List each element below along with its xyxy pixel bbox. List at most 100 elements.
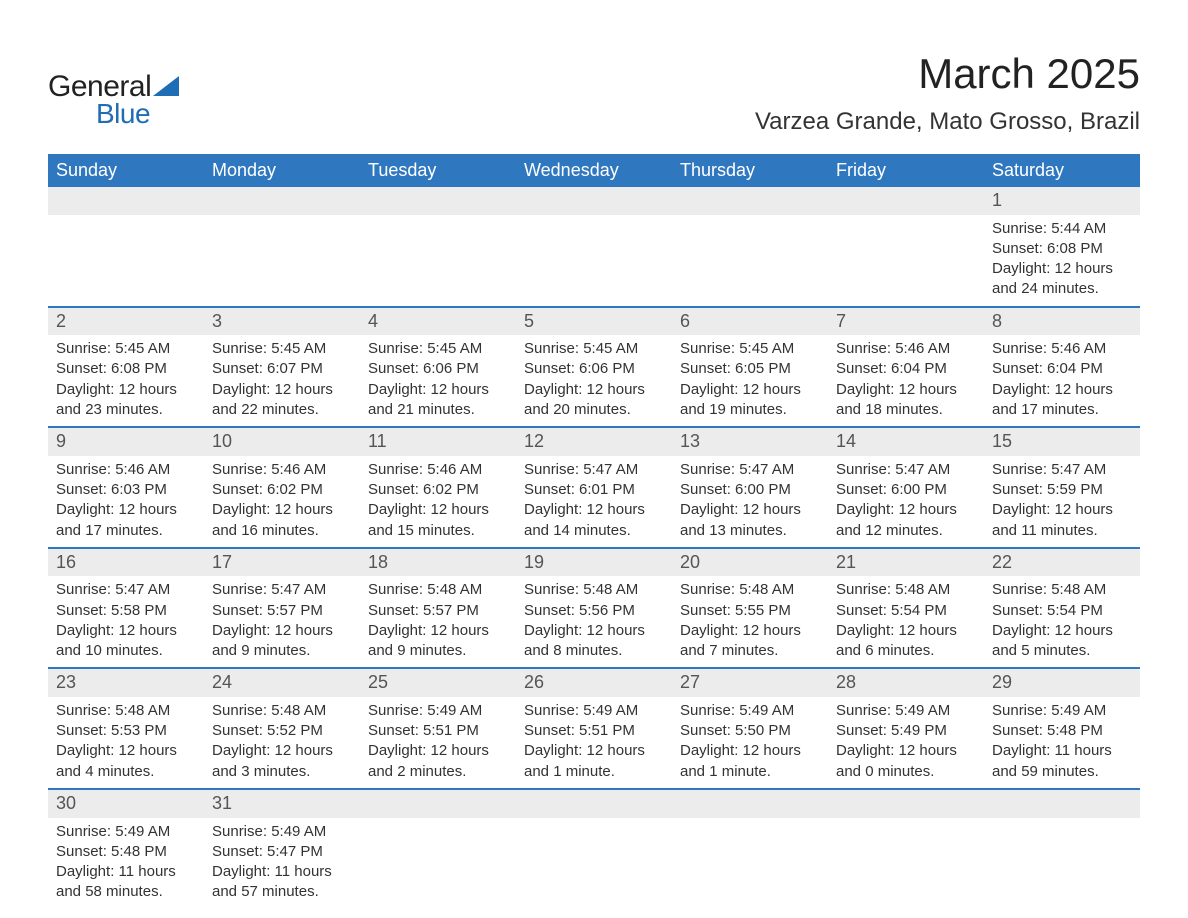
- calendar-cell: 10Sunrise: 5:46 AMSunset: 6:02 PMDayligh…: [204, 427, 360, 548]
- calendar-cell: 25Sunrise: 5:49 AMSunset: 5:51 PMDayligh…: [360, 668, 516, 789]
- daylight-text: Daylight: 11 hours and 59 minutes.: [992, 741, 1132, 782]
- daylight-text: Daylight: 12 hours and 8 minutes.: [524, 621, 664, 662]
- day-of-week-header-row: Sunday Monday Tuesday Wednesday Thursday…: [48, 154, 1140, 187]
- sunrise-text: Sunrise: 5:44 AM: [992, 219, 1132, 239]
- day-number: [828, 187, 984, 215]
- day-details: Sunrise: 5:46 AMSunset: 6:04 PMDaylight:…: [984, 335, 1140, 426]
- day-number: 28: [828, 669, 984, 697]
- calendar-cell: 31Sunrise: 5:49 AMSunset: 5:47 PMDayligh…: [204, 789, 360, 909]
- sunset-text: Sunset: 5:59 PM: [992, 480, 1132, 500]
- sunset-text: Sunset: 6:00 PM: [680, 480, 820, 500]
- day-number: 29: [984, 669, 1140, 697]
- day-number: 8: [984, 308, 1140, 336]
- sunrise-text: Sunrise: 5:46 AM: [836, 339, 976, 359]
- calendar-cell: 30Sunrise: 5:49 AMSunset: 5:48 PMDayligh…: [48, 789, 204, 909]
- daylight-text: Daylight: 12 hours and 12 minutes.: [836, 500, 976, 541]
- calendar-cell: [828, 187, 984, 307]
- day-number: [360, 187, 516, 215]
- day-details: Sunrise: 5:45 AMSunset: 6:06 PMDaylight:…: [516, 335, 672, 426]
- sunset-text: Sunset: 6:05 PM: [680, 359, 820, 379]
- sunrise-text: Sunrise: 5:49 AM: [680, 701, 820, 721]
- sunrise-text: Sunrise: 5:45 AM: [368, 339, 508, 359]
- sunrise-text: Sunrise: 5:49 AM: [56, 822, 196, 842]
- calendar-cell: [672, 187, 828, 307]
- daylight-text: Daylight: 12 hours and 7 minutes.: [680, 621, 820, 662]
- day-details: Sunrise: 5:49 AMSunset: 5:47 PMDaylight:…: [204, 818, 360, 909]
- daylight-text: Daylight: 11 hours and 58 minutes.: [56, 862, 196, 903]
- day-number: 9: [48, 428, 204, 456]
- day-number: 14: [828, 428, 984, 456]
- sunset-text: Sunset: 5:53 PM: [56, 721, 196, 741]
- day-details: Sunrise: 5:49 AMSunset: 5:51 PMDaylight:…: [516, 697, 672, 788]
- calendar-cell: 21Sunrise: 5:48 AMSunset: 5:54 PMDayligh…: [828, 548, 984, 669]
- sunset-text: Sunset: 5:51 PM: [524, 721, 664, 741]
- daylight-text: Daylight: 12 hours and 24 minutes.: [992, 259, 1132, 300]
- dow-sunday: Sunday: [48, 154, 204, 187]
- sunrise-text: Sunrise: 5:49 AM: [368, 701, 508, 721]
- logo-triangle-icon: [153, 76, 179, 101]
- sunset-text: Sunset: 5:57 PM: [368, 601, 508, 621]
- daylight-text: Daylight: 12 hours and 9 minutes.: [368, 621, 508, 662]
- day-details: Sunrise: 5:47 AMSunset: 5:57 PMDaylight:…: [204, 576, 360, 667]
- daylight-text: Daylight: 12 hours and 18 minutes.: [836, 380, 976, 421]
- calendar-cell: 20Sunrise: 5:48 AMSunset: 5:55 PMDayligh…: [672, 548, 828, 669]
- sunset-text: Sunset: 6:08 PM: [56, 359, 196, 379]
- sunrise-text: Sunrise: 5:48 AM: [212, 701, 352, 721]
- day-details: Sunrise: 5:47 AMSunset: 5:58 PMDaylight:…: [48, 576, 204, 667]
- calendar-cell: 8Sunrise: 5:46 AMSunset: 6:04 PMDaylight…: [984, 307, 1140, 428]
- daylight-text: Daylight: 12 hours and 13 minutes.: [680, 500, 820, 541]
- sunrise-text: Sunrise: 5:46 AM: [56, 460, 196, 480]
- day-number: 30: [48, 790, 204, 818]
- sunset-text: Sunset: 6:04 PM: [992, 359, 1132, 379]
- sunrise-text: Sunrise: 5:45 AM: [524, 339, 664, 359]
- day-number: 2: [48, 308, 204, 336]
- sunset-text: Sunset: 5:52 PM: [212, 721, 352, 741]
- sunset-text: Sunset: 5:48 PM: [56, 842, 196, 862]
- day-details: Sunrise: 5:49 AMSunset: 5:48 PMDaylight:…: [48, 818, 204, 909]
- calendar-cell: 17Sunrise: 5:47 AMSunset: 5:57 PMDayligh…: [204, 548, 360, 669]
- sunrise-text: Sunrise: 5:48 AM: [836, 580, 976, 600]
- sunset-text: Sunset: 6:01 PM: [524, 480, 664, 500]
- day-details: Sunrise: 5:45 AMSunset: 6:08 PMDaylight:…: [48, 335, 204, 426]
- day-number: 3: [204, 308, 360, 336]
- calendar-cell: 5Sunrise: 5:45 AMSunset: 6:06 PMDaylight…: [516, 307, 672, 428]
- day-number: 18: [360, 549, 516, 577]
- calendar-cell: [48, 187, 204, 307]
- dow-tuesday: Tuesday: [360, 154, 516, 187]
- calendar-cell: 12Sunrise: 5:47 AMSunset: 6:01 PMDayligh…: [516, 427, 672, 548]
- day-number: 10: [204, 428, 360, 456]
- empty-day: [672, 215, 828, 306]
- day-details: Sunrise: 5:47 AMSunset: 6:01 PMDaylight:…: [516, 456, 672, 547]
- day-number: 27: [672, 669, 828, 697]
- empty-day: [204, 215, 360, 306]
- day-number: [672, 790, 828, 818]
- day-details: Sunrise: 5:44 AMSunset: 6:08 PMDaylight:…: [984, 215, 1140, 306]
- sunrise-text: Sunrise: 5:48 AM: [56, 701, 196, 721]
- day-details: Sunrise: 5:47 AMSunset: 6:00 PMDaylight:…: [672, 456, 828, 547]
- daylight-text: Daylight: 12 hours and 1 minute.: [524, 741, 664, 782]
- day-number: 20: [672, 549, 828, 577]
- day-number: [516, 790, 672, 818]
- calendar-cell: 18Sunrise: 5:48 AMSunset: 5:57 PMDayligh…: [360, 548, 516, 669]
- calendar-cell: 15Sunrise: 5:47 AMSunset: 5:59 PMDayligh…: [984, 427, 1140, 548]
- calendar-week-row: 1Sunrise: 5:44 AMSunset: 6:08 PMDaylight…: [48, 187, 1140, 307]
- sunset-text: Sunset: 5:51 PM: [368, 721, 508, 741]
- calendar-cell: [360, 789, 516, 909]
- day-number: 5: [516, 308, 672, 336]
- calendar-week-row: 2Sunrise: 5:45 AMSunset: 6:08 PMDaylight…: [48, 307, 1140, 428]
- daylight-text: Daylight: 12 hours and 22 minutes.: [212, 380, 352, 421]
- day-number: 7: [828, 308, 984, 336]
- sunrise-text: Sunrise: 5:46 AM: [212, 460, 352, 480]
- day-number: 21: [828, 549, 984, 577]
- empty-day: [828, 215, 984, 306]
- location-subtitle: Varzea Grande, Mato Grosso, Brazil: [755, 108, 1140, 136]
- sunset-text: Sunset: 6:07 PM: [212, 359, 352, 379]
- day-number: 25: [360, 669, 516, 697]
- day-details: Sunrise: 5:48 AMSunset: 5:55 PMDaylight:…: [672, 576, 828, 667]
- calendar-week-row: 23Sunrise: 5:48 AMSunset: 5:53 PMDayligh…: [48, 668, 1140, 789]
- dow-thursday: Thursday: [672, 154, 828, 187]
- calendar-cell: 27Sunrise: 5:49 AMSunset: 5:50 PMDayligh…: [672, 668, 828, 789]
- sunrise-text: Sunrise: 5:48 AM: [524, 580, 664, 600]
- daylight-text: Daylight: 12 hours and 21 minutes.: [368, 380, 508, 421]
- day-number: 4: [360, 308, 516, 336]
